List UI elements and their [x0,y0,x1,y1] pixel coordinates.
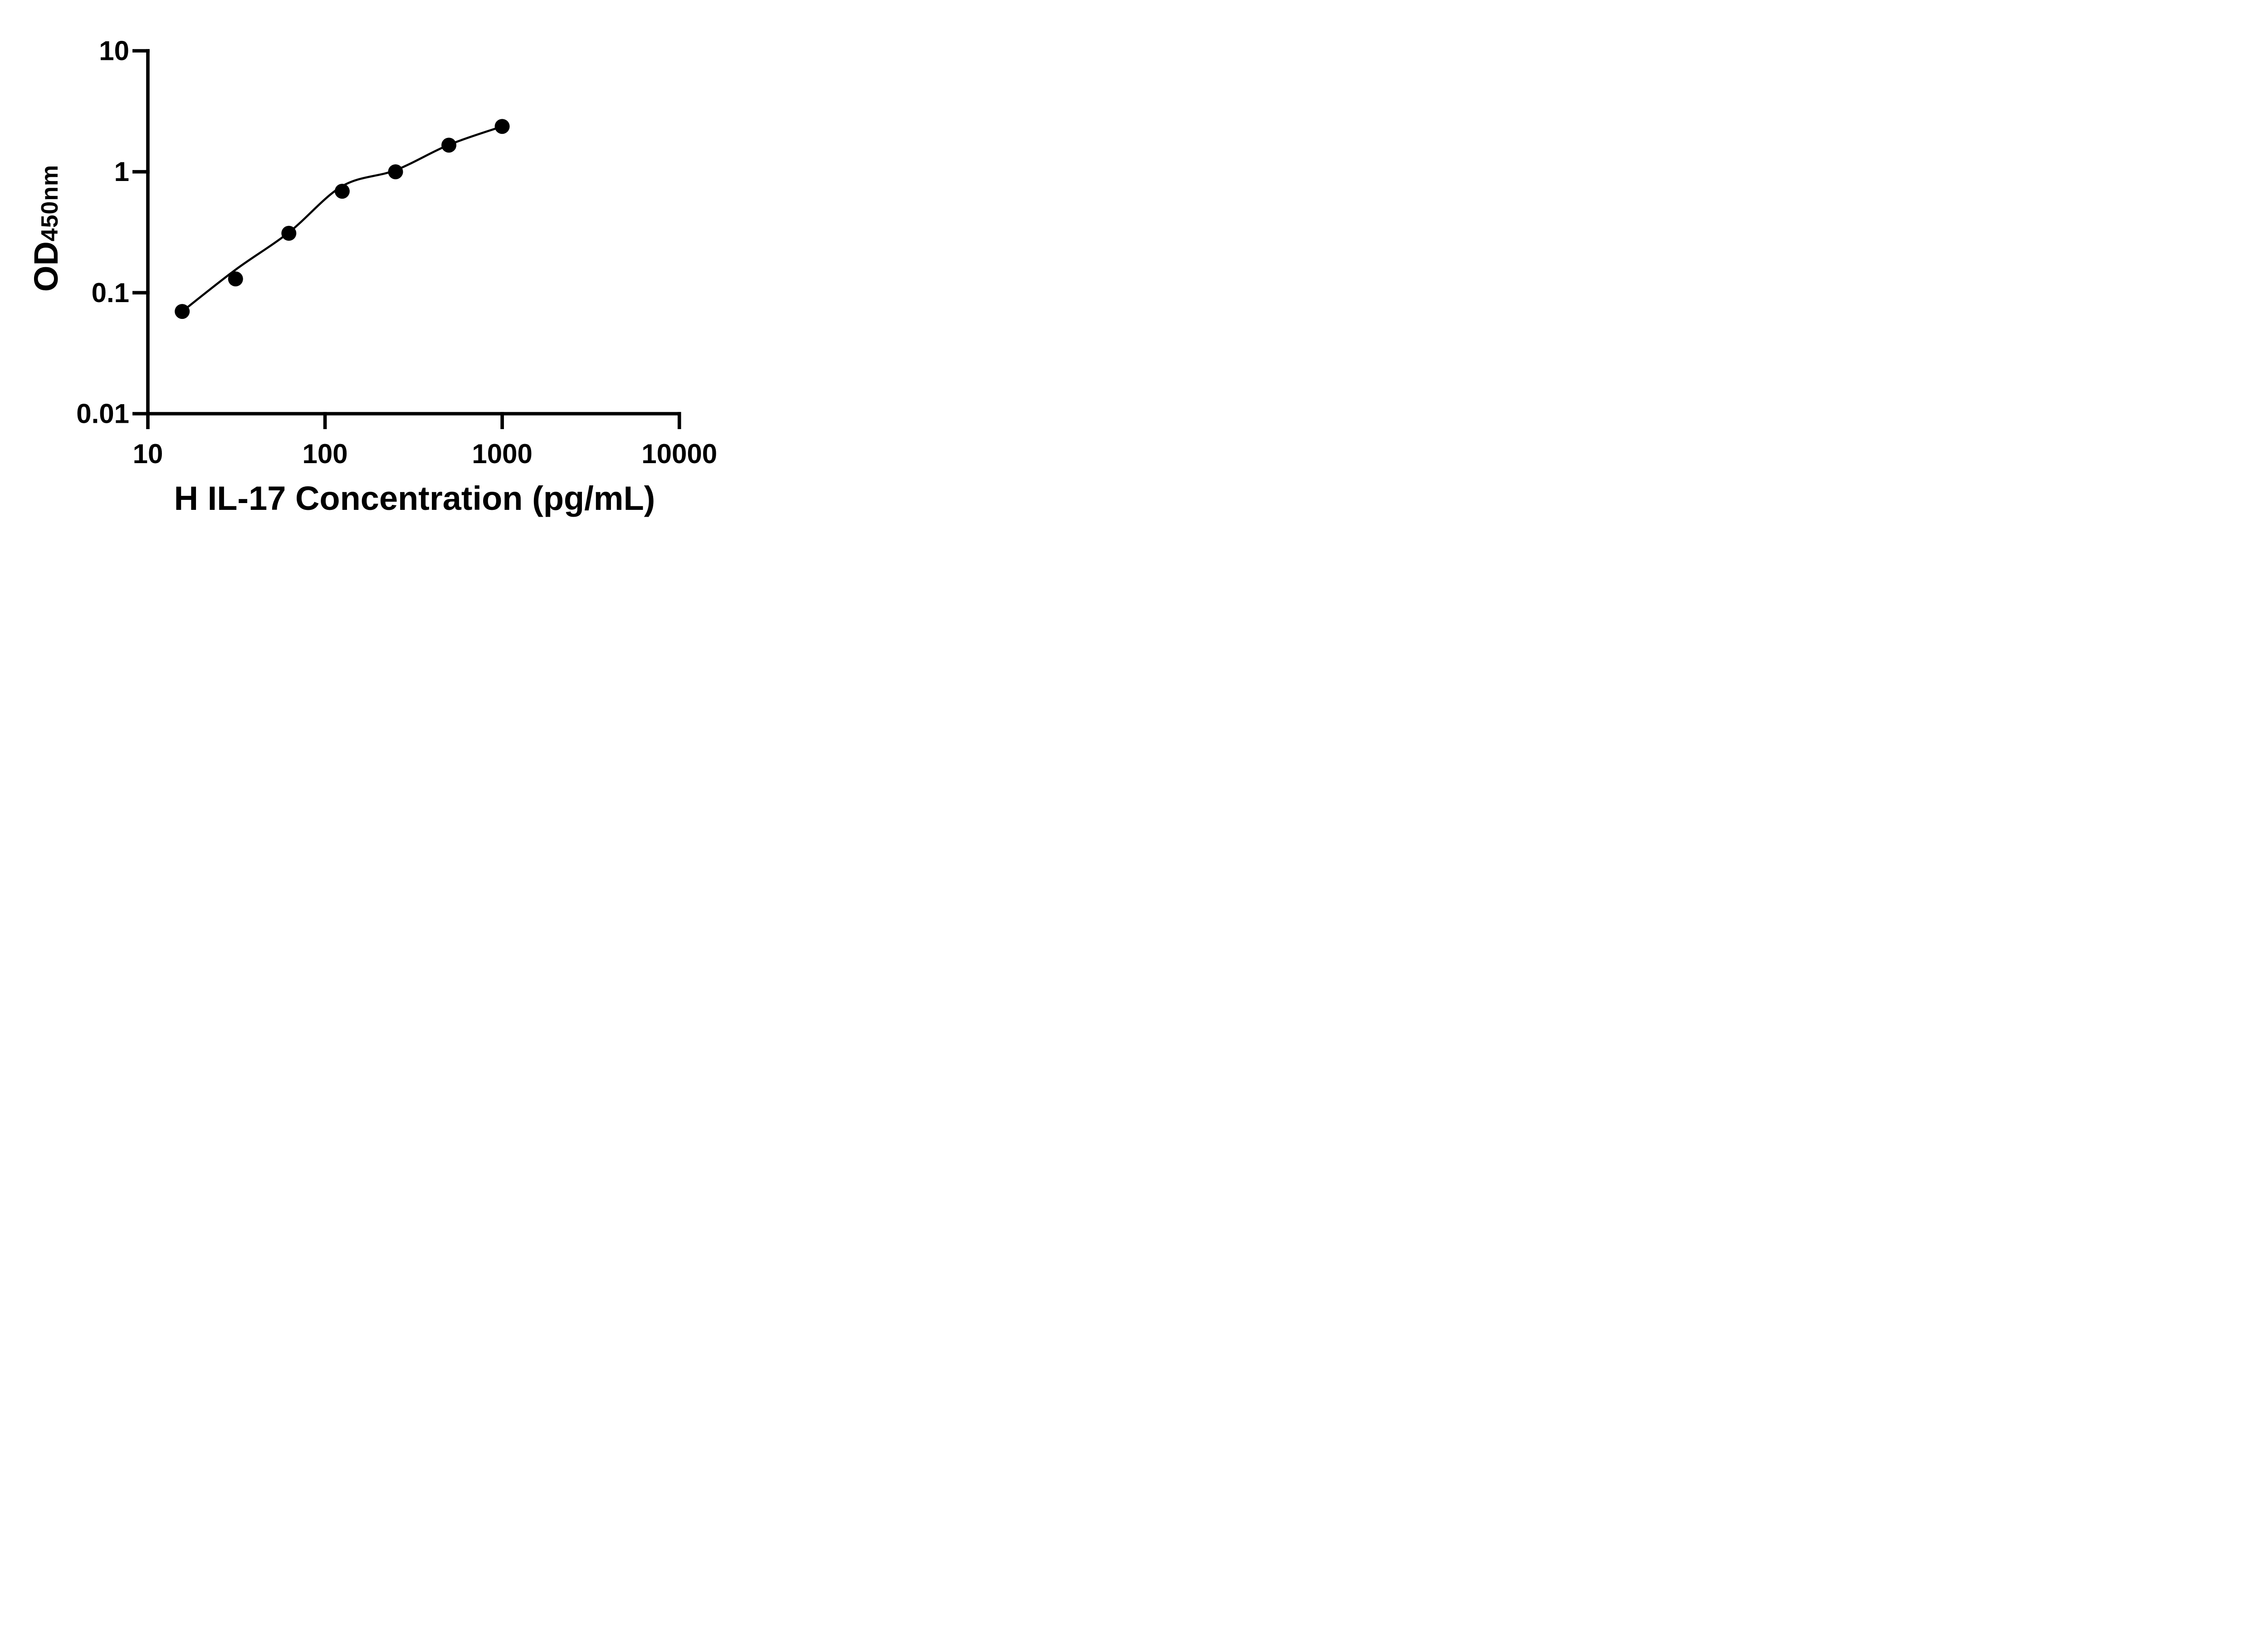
y-tick-label: 10 [99,36,129,66]
elisa-standard-curve-figure: 10 100 1000 10000 10 1 0.1 0.01 H IL-17 Concent… [0,0,776,544]
y-tick-label: 1 [114,156,129,187]
x-tick-label: 1000 [472,439,532,469]
y-axis-title: OD450nm [27,164,65,292]
x-axis-title: H IL-17 Concentration (pg/mL) [174,479,655,517]
data-point [281,225,297,241]
x-tick-label: 100 [303,439,348,469]
data-point [441,137,457,153]
data-point [388,164,403,180]
y-tick-label: 0.1 [92,278,129,308]
y-axis-title-main: OD [27,241,65,292]
axis-spine [146,49,681,416]
y-tick-label: 0.01 [76,399,129,429]
data-point [494,119,510,134]
y-axis-title-subscript: 450nm [36,164,63,242]
data-point [334,184,350,199]
x-tick-label: 10 [133,439,163,469]
plot-area: 10 100 1000 10000 10 1 0.1 0.01 [76,36,717,469]
data-point [228,271,243,287]
data-point [175,304,190,319]
x-tick-label: 10000 [641,439,717,469]
